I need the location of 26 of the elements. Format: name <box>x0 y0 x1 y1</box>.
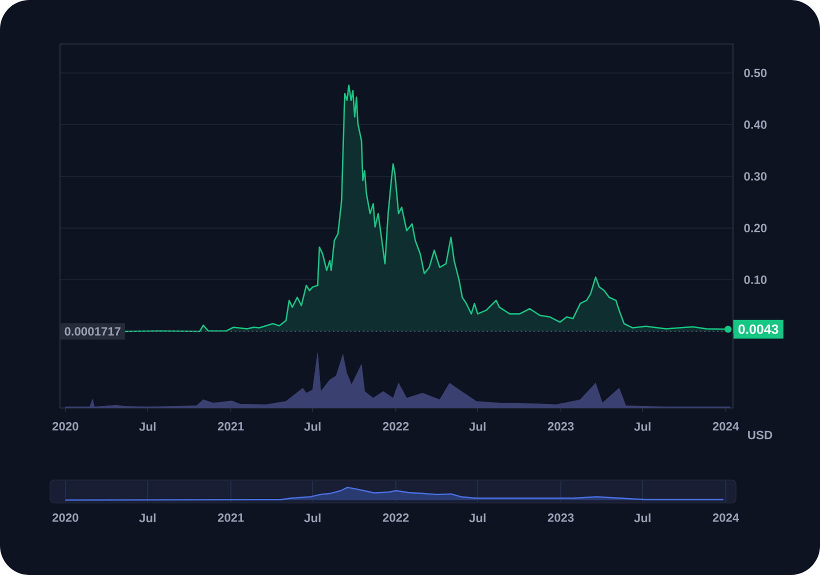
x-tick-label: 2022 <box>382 513 409 522</box>
x-tick-label: Jul <box>469 513 486 522</box>
x-tick-label: 2020 <box>52 422 78 431</box>
ref-line-label: 0.0001717 <box>64 327 120 336</box>
x-tick-label: 2022 <box>382 422 409 431</box>
x-tick-label: 2023 <box>548 513 574 522</box>
x-tick-label: Jul <box>304 422 320 431</box>
x-tick-label: 2021 <box>218 513 244 522</box>
y-axis-title: USD <box>748 430 772 440</box>
x-tick-label: Jul <box>139 422 156 431</box>
x-tick-label: 2021 <box>218 422 244 431</box>
y-tick-label: 0.50 <box>744 68 767 78</box>
x-tick-label: Jul <box>634 513 650 522</box>
x-tick-label: 2024 <box>712 513 740 522</box>
x-tick-label: Jul <box>139 513 156 522</box>
x-tick-label: Jul <box>634 422 650 431</box>
y-tick-label: 0.30 <box>744 172 767 181</box>
x-tick-label: 2023 <box>548 422 574 431</box>
x-tick-label: 2020 <box>52 513 78 522</box>
y-tick-label: 0.10 <box>744 275 767 284</box>
y-tick-label: 0.20 <box>744 224 767 232</box>
x-tick-label: 2024 <box>712 422 740 431</box>
x-tick-label: Jul <box>469 422 486 431</box>
annotation: 0.0043 <box>738 324 778 334</box>
y-tick-label: 0.40 <box>744 120 767 129</box>
x-tick-label: Jul <box>304 513 320 522</box>
